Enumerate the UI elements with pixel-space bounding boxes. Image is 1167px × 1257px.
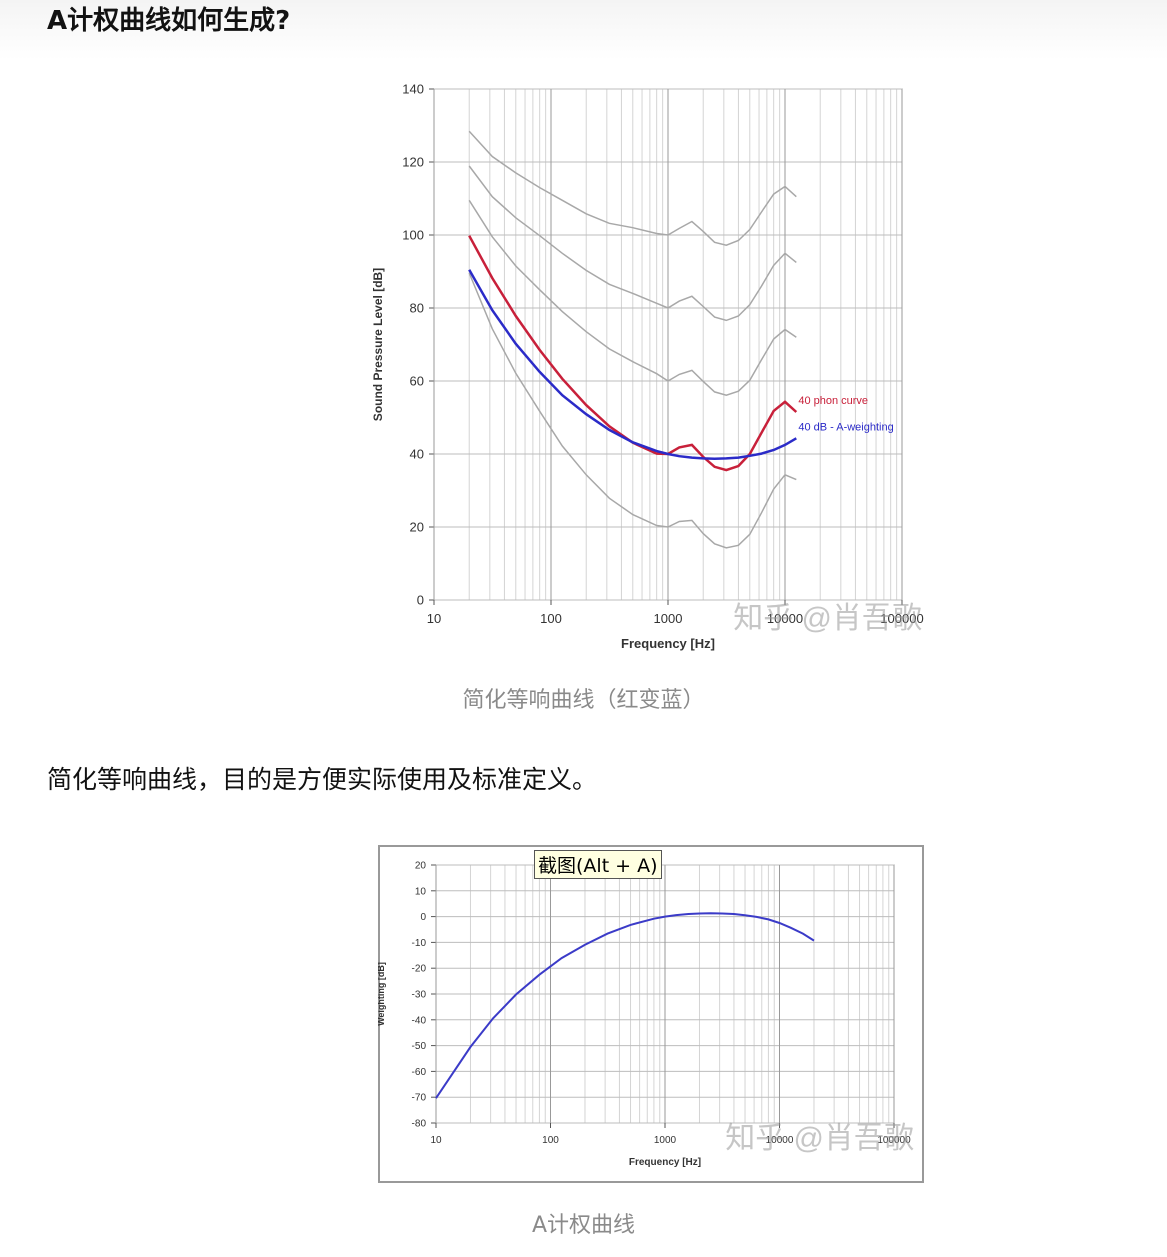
line-series [468, 165, 797, 322]
chart: -80 -70 -60 -50 -40 -30 -20 -10 0 10 20 10 100 1000 10… [378, 845, 924, 1183]
y-tick-label: 80 [410, 301, 424, 316]
y-tick-label: 120 [402, 155, 424, 170]
caption: 简化等响曲线（红变蓝） [462, 688, 705, 713]
y-tick-label: 20 [410, 520, 424, 535]
line-series [468, 272, 797, 549]
tooltip: 截图(Alt + A) [534, 850, 662, 879]
y-tick-label: -60 [412, 1067, 427, 1078]
y-tick-label: -40 [412, 1015, 427, 1026]
y-tick-label: -50 [412, 1041, 427, 1052]
x-axis-label: Frequency [Hz] [621, 636, 715, 651]
caption: A计权曲线 [531, 1213, 636, 1238]
x-tick-label: 10 [430, 1135, 442, 1146]
line-series [468, 130, 797, 246]
x-tick-label: 1000 [654, 611, 683, 626]
legend-label: 40 dB - A-weighting [798, 421, 893, 433]
y-tick-label: -70 [412, 1093, 427, 1104]
x-tick-label: 1000 [654, 1135, 677, 1146]
y-tick-label: 10 [415, 886, 427, 897]
x-tick-label: 100000 [880, 611, 923, 626]
x-tick-label: 100 [540, 611, 562, 626]
watermark: 知乎 @肖吾歌 [725, 1122, 914, 1155]
y-axis-label: Weighting [dB] [378, 962, 386, 1026]
y-tick-label: -10 [412, 938, 427, 949]
y-axis-label: Sound Pressure Level [dB] [371, 268, 385, 421]
y-tick-label: 0 [420, 912, 426, 923]
y-tick-label: 60 [410, 374, 424, 389]
header-band [0, 0, 1167, 60]
x-tick-label: 10000 [767, 611, 803, 626]
x-tick-label: 100 [542, 1135, 559, 1146]
y-tick-label: 20 [415, 861, 427, 872]
y-tick-label: 100 [402, 228, 424, 243]
line-series [468, 199, 797, 396]
y-tick-label: -30 [412, 990, 427, 1001]
heading: A计权曲线如何生成? [47, 6, 291, 36]
x-tick-label: 10 [427, 611, 441, 626]
y-tick-label: 40 [410, 447, 424, 462]
paragraph: 简化等响曲线，目的是方便实际使用及标准定义。 [47, 765, 598, 794]
line-series [468, 235, 798, 472]
legend-label: 40 phon curve [798, 395, 868, 407]
watermark: 知乎 @肖吾歌 [733, 602, 922, 635]
chart: 0 20 40 60 80 100 120 140 10 100 1000 10000 100000 Fr… [371, 82, 924, 651]
y-tick-label: 140 [402, 82, 424, 97]
y-tick-label: 0 [417, 593, 424, 608]
x-tick-label: 100000 [877, 1135, 911, 1146]
x-axis-label: Frequency [Hz] [629, 1157, 701, 1168]
line-series [468, 269, 797, 460]
y-tick-label: -20 [412, 964, 427, 975]
line-series [435, 912, 815, 1099]
x-tick-label: 10000 [766, 1135, 794, 1146]
y-tick-label: -80 [412, 1119, 427, 1130]
